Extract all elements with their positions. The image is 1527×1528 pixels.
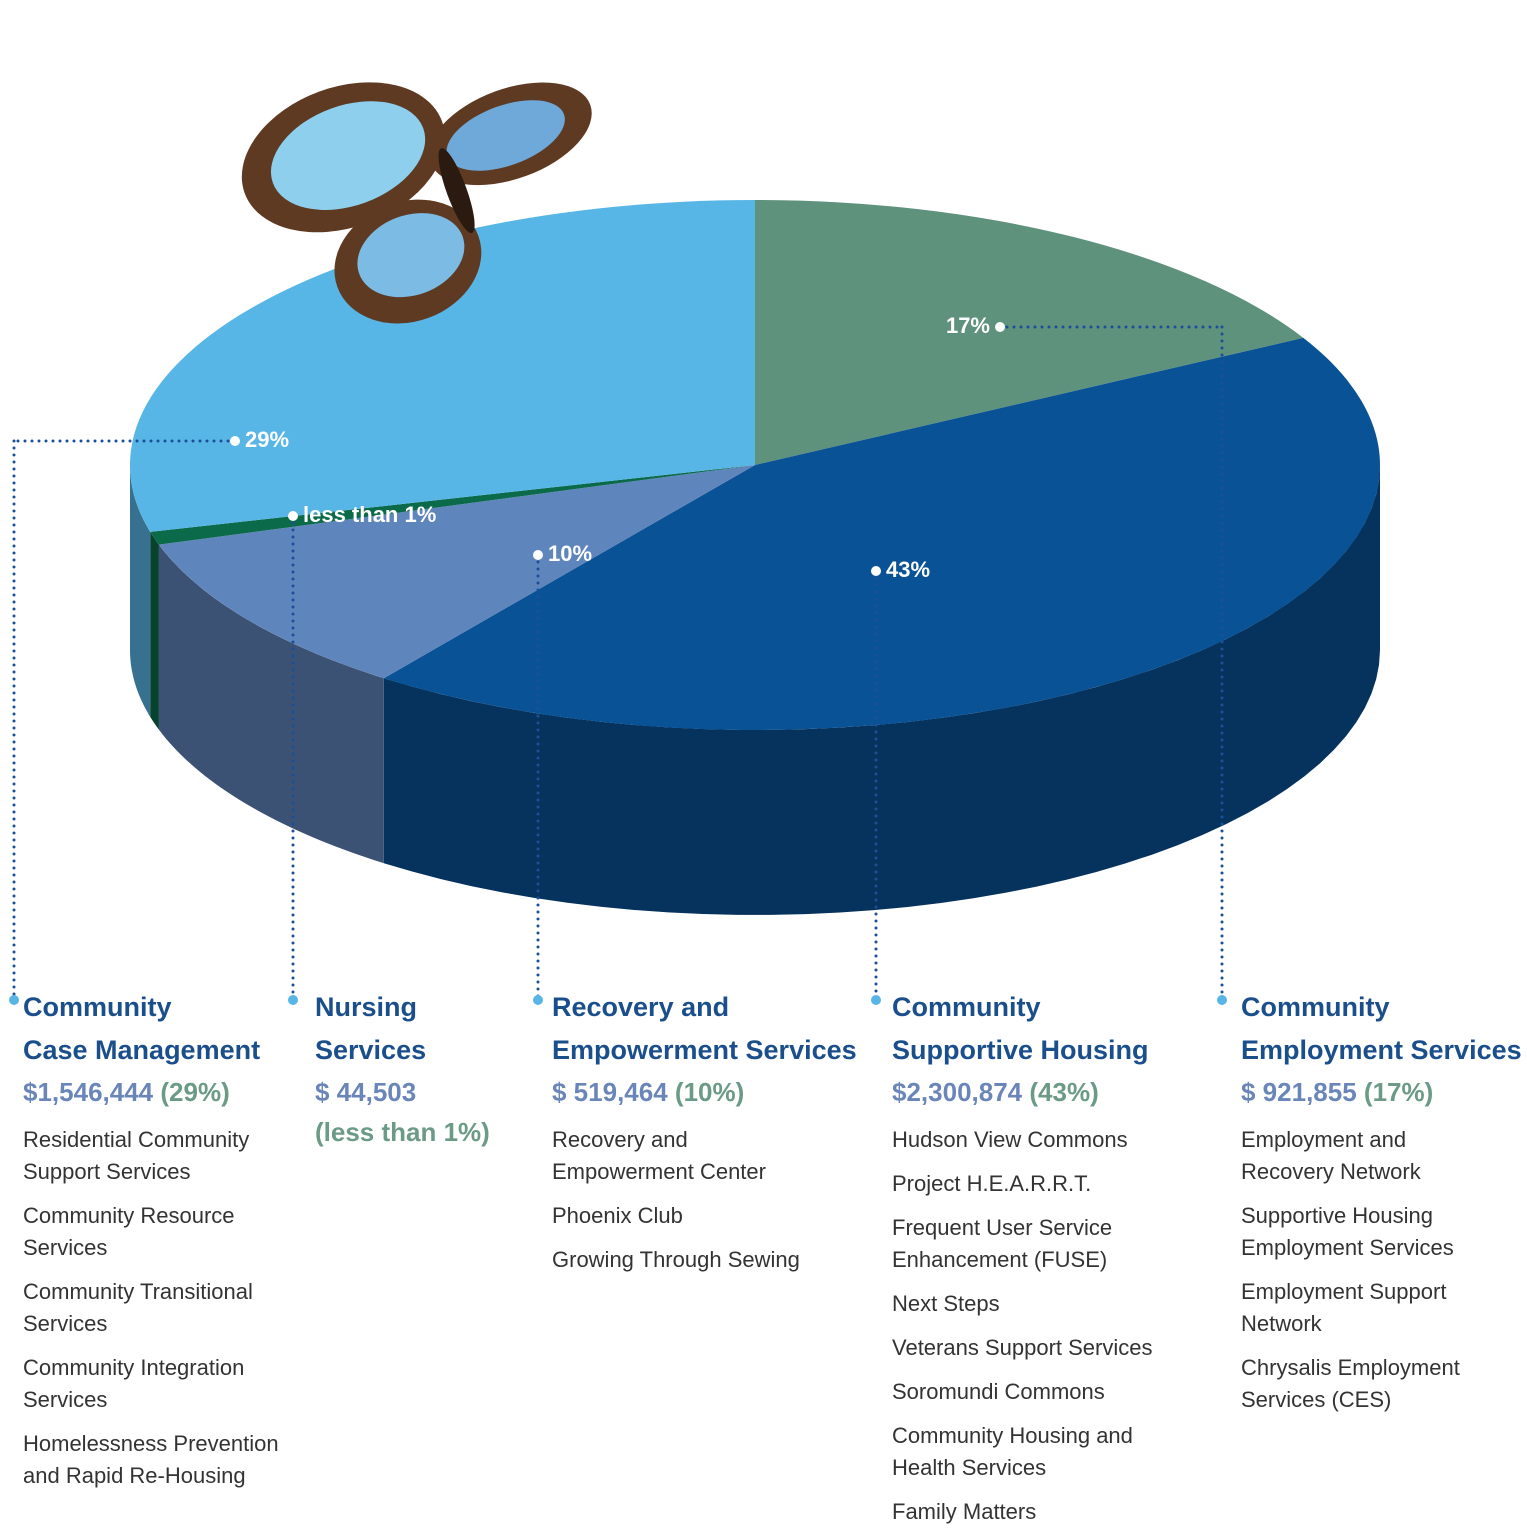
amount: $ 519,464 (10%) bbox=[552, 1072, 862, 1112]
legend-column: Community Employment Services $ 921,855 (… bbox=[1241, 986, 1522, 1416]
body bbox=[438, 148, 475, 234]
program: Soromundi Commons bbox=[892, 1379, 1105, 1404]
slice-top bbox=[383, 337, 1380, 730]
label-dot bbox=[871, 566, 881, 576]
label-dot bbox=[288, 511, 298, 521]
slice bbox=[150, 465, 755, 730]
legend-column: Recovery and Empowerment Services $ 519,4… bbox=[552, 986, 862, 1276]
wing bbox=[446, 100, 565, 171]
program: Employment and Recovery Network bbox=[1241, 1127, 1421, 1184]
program: Residential Community Support Services bbox=[23, 1127, 250, 1184]
slice bbox=[755, 200, 1304, 465]
category-title: Community Supportive Housing bbox=[892, 992, 1149, 1065]
slice-top bbox=[150, 465, 755, 545]
value-label: 10% bbox=[548, 541, 592, 566]
label-dot bbox=[995, 322, 1005, 332]
label-dot bbox=[533, 550, 543, 560]
legend-dot bbox=[533, 995, 543, 1005]
legend-dot bbox=[288, 995, 298, 1005]
category-title: Recovery and Empowerment Services bbox=[552, 992, 857, 1065]
program: Hudson View Commons bbox=[892, 1127, 1128, 1152]
value-label: 43% bbox=[886, 557, 930, 582]
slice-top bbox=[158, 465, 756, 679]
amount-value: $ 921,855 bbox=[1241, 1077, 1357, 1107]
legend-column: Community Supportive Housing $2,300,874 (… bbox=[892, 986, 1192, 1528]
program: Frequent User Service Enhancement (FUSE) bbox=[892, 1215, 1113, 1272]
wing bbox=[270, 101, 426, 210]
program: Supportive Housing Employment Services bbox=[1241, 1203, 1454, 1260]
amount: $1,546,444 (29%) bbox=[23, 1072, 313, 1112]
pie bbox=[130, 200, 1380, 915]
legend-column: Community Case Management $1,546,444 (29%… bbox=[23, 986, 313, 1492]
wing bbox=[357, 213, 465, 298]
program: Community Transitional Services bbox=[23, 1279, 253, 1336]
program: Homelessness Prevention and Rapid Re-Hou… bbox=[23, 1431, 279, 1488]
value-label: less than 1% bbox=[303, 502, 436, 527]
amount: $2,300,874 (43%) bbox=[892, 1072, 1192, 1112]
program: Recovery and Empowerment Center bbox=[552, 1127, 766, 1184]
program: Growing Through Sewing bbox=[552, 1247, 800, 1272]
amount-percent: (17%) bbox=[1363, 1077, 1434, 1107]
slice-top bbox=[755, 200, 1304, 465]
program: Employment Support Network bbox=[1241, 1279, 1447, 1336]
slice-top bbox=[130, 200, 756, 532]
program: Community Integration Services bbox=[23, 1355, 245, 1412]
amount-value: $ 519,464 bbox=[552, 1077, 668, 1107]
amount-percent: (10%) bbox=[674, 1077, 745, 1107]
butterfly bbox=[241, 82, 592, 324]
slice-side bbox=[150, 531, 159, 730]
legend-dot bbox=[9, 995, 19, 1005]
amount: $ 44,503 (less than 1%) bbox=[315, 1072, 515, 1152]
amount-value: $2,300,874 bbox=[892, 1077, 1023, 1107]
slice bbox=[130, 200, 756, 717]
amount-percent: (43%) bbox=[1029, 1077, 1099, 1107]
program: Community Resource Services bbox=[23, 1203, 235, 1260]
value-label: 29% bbox=[245, 427, 289, 452]
amount-percent: (less than 1%) bbox=[315, 1117, 490, 1147]
slice-side bbox=[158, 544, 384, 864]
leaders: 29% less than 1% 10% 43% 17% bbox=[9, 313, 1227, 1005]
category-title: Community Employment Services bbox=[1241, 992, 1522, 1065]
program: Family Matters bbox=[892, 1499, 1037, 1524]
program: Veterans Support Services bbox=[892, 1335, 1153, 1360]
amount-percent: (29%) bbox=[160, 1077, 230, 1107]
value-label: 17% bbox=[946, 313, 990, 338]
legend-dot bbox=[871, 995, 881, 1005]
amount: $ 921,855 (17%) bbox=[1241, 1072, 1521, 1112]
legend-column: Nursing Services $ 44,503 (less than 1%) bbox=[315, 986, 515, 1152]
slice-side bbox=[130, 465, 151, 717]
program: Next Steps bbox=[892, 1291, 1000, 1316]
program: Project H.E.A.R.R.T. bbox=[892, 1171, 1092, 1196]
amount-value: $1,546,444 bbox=[23, 1077, 154, 1107]
label-dot bbox=[230, 436, 240, 446]
slice bbox=[383, 337, 1380, 915]
slice bbox=[158, 465, 756, 864]
category-title: Community Case Management bbox=[23, 992, 261, 1065]
program: Phoenix Club bbox=[552, 1203, 683, 1228]
amount-value: $ 44,503 bbox=[315, 1077, 417, 1107]
legend-dot bbox=[1217, 995, 1227, 1005]
category-title: Nursing Services bbox=[315, 992, 427, 1065]
program: Community Housing and Health Services bbox=[892, 1423, 1133, 1480]
program: Chrysalis Employment Services (CES) bbox=[1241, 1355, 1460, 1412]
slice-side bbox=[383, 465, 1380, 915]
